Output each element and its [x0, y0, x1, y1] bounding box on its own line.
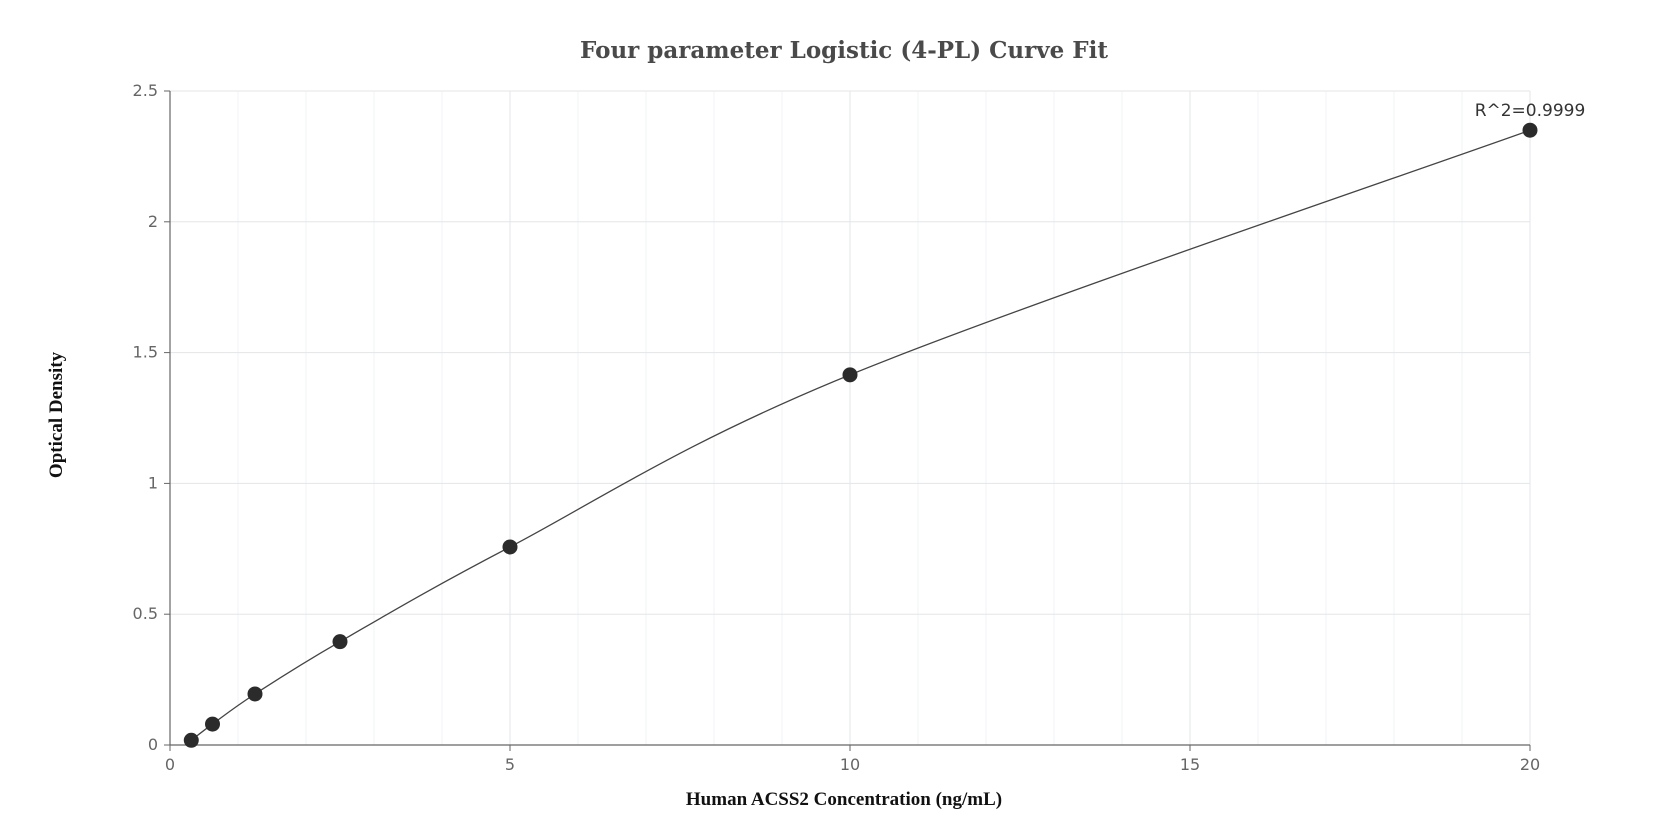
tick-labels: 0 5 10 15 20 0 0.5 1 1.5 2 2.5: [133, 81, 1541, 774]
x-tick-label: 20: [1520, 755, 1540, 774]
data-point: [247, 686, 263, 702]
grid-lines: [170, 90, 1531, 745]
data-point: [842, 367, 858, 383]
chart-title: Four parameter Logistic (4-PL) Curve Fit: [580, 37, 1108, 64]
data-point: [205, 716, 220, 732]
data-points: [183, 122, 1538, 748]
x-tick-label: 10: [840, 755, 860, 774]
data-point: [183, 732, 199, 748]
r-squared-annotation: R^2=0.9999: [1475, 101, 1586, 121]
annotations: R^2=0.9999: [1475, 101, 1586, 121]
y-axis-title: Optical Density: [46, 351, 67, 478]
axes: [164, 90, 1531, 751]
data-point: [502, 539, 518, 555]
data-point: [1522, 122, 1538, 138]
x-tick-label: 5: [505, 755, 515, 774]
y-tick-label: 0: [148, 735, 158, 754]
x-tick-label: 15: [1180, 755, 1200, 774]
y-tick-label: 1.5: [133, 343, 158, 362]
data-point: [332, 634, 348, 650]
y-tick-label: 0.5: [133, 604, 158, 623]
y-tick-label: 2.5: [133, 81, 158, 100]
x-tick-label: 0: [165, 755, 175, 774]
y-tick-label: 2: [148, 212, 158, 231]
x-axis-title: Human ACSS2 Concentration (ng/mL): [686, 789, 1002, 810]
y-tick-label: 1: [148, 473, 158, 492]
